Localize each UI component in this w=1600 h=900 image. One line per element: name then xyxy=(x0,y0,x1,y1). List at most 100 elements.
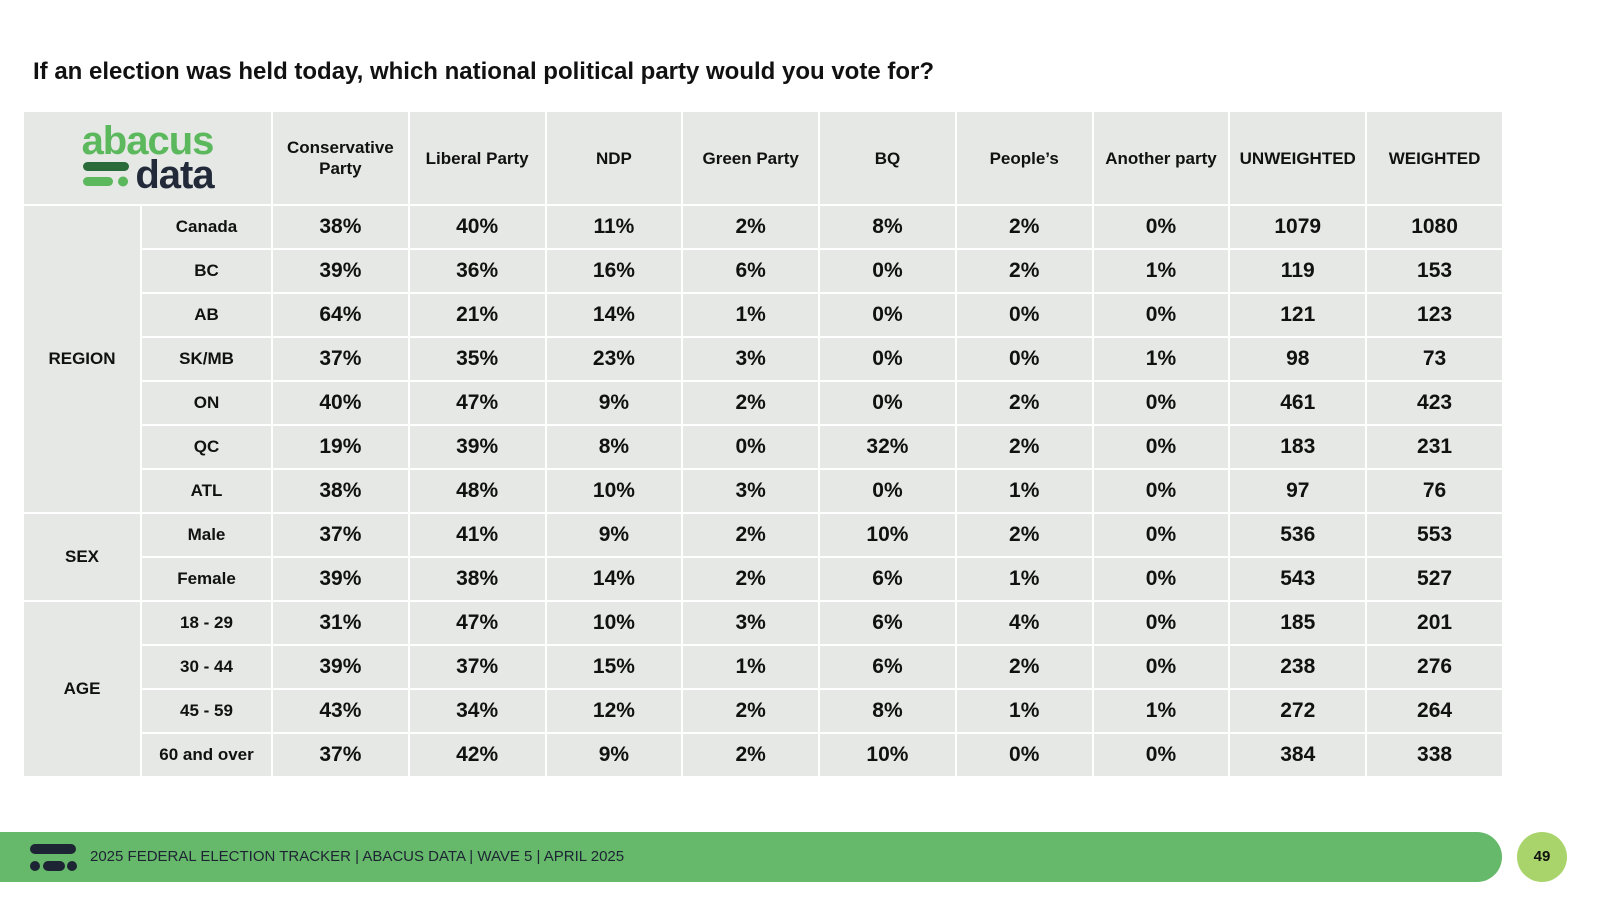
table-body: REGION Canada 38% 40% 11% 2% 8% 2% 0% 1079 1080 BC 3… xyxy=(22,204,1504,778)
table-row: REGION Canada 38% 40% 11% 2% 8% 2% 0% 1079 1080 xyxy=(22,204,1504,514)
footer-logo xyxy=(30,844,77,871)
table-cell: 12% xyxy=(544,688,684,734)
table-cell: 3% xyxy=(681,468,821,514)
table-cell: 0% xyxy=(818,292,957,338)
table-cell: 2% xyxy=(681,556,821,602)
table-row: 60 and over 37% 42% 9% 2% 10% 0% 0% 384 338 xyxy=(23,732,1504,778)
column-header: BQ xyxy=(818,110,957,206)
row-label: SK/MB xyxy=(140,336,273,382)
table-cell: 0% xyxy=(1091,644,1231,690)
table-cell: 47% xyxy=(407,600,547,646)
table-cell: 98 xyxy=(1228,336,1368,382)
table-cell: 0% xyxy=(1091,556,1231,602)
table-cell: 0% xyxy=(954,732,1094,778)
table-cell: 2% xyxy=(681,380,821,426)
table-cell: 1% xyxy=(954,556,1094,602)
table-cell: 47% xyxy=(407,380,547,426)
table-cell: 32% xyxy=(818,424,957,470)
row-label: Canada xyxy=(140,204,273,250)
table-cell: 201 xyxy=(1365,600,1504,646)
table-cell: 153 xyxy=(1365,248,1504,294)
table-cell: 1% xyxy=(681,644,821,690)
table-cell: 553 xyxy=(1365,512,1504,558)
table-cell: 73 xyxy=(1365,336,1504,382)
row-label: ATL xyxy=(140,468,273,514)
table-cell: 1% xyxy=(1091,336,1231,382)
table-cell: 21% xyxy=(407,292,547,338)
table-cell: 536 xyxy=(1228,512,1368,558)
logo-bottom: data xyxy=(135,153,214,197)
column-header: Green Party xyxy=(681,110,821,206)
table-row: 30 - 44 39% 37% 15% 1% 6% 2% 0% 238 276 xyxy=(23,644,1504,690)
logo-cell: abacus data xyxy=(22,110,273,206)
table-cell: 0% xyxy=(818,468,957,514)
table-cell: 2% xyxy=(954,644,1094,690)
table-cell: 38% xyxy=(271,204,410,250)
page-number: 49 xyxy=(1517,832,1567,882)
table-row: Female 39% 38% 14% 2% 6% 1% 0% 543 527 xyxy=(23,556,1504,602)
footer-bar: 2025 FEDERAL ELECTION TRACKER | ABACUS D… xyxy=(0,832,1502,882)
table-cell: 48% xyxy=(407,468,547,514)
table-cell: 461 xyxy=(1228,380,1368,426)
table-cell: 35% xyxy=(407,336,547,382)
table-cell: 2% xyxy=(681,732,821,778)
table-row: QC 19% 39% 8% 0% 32% 2% 0% 183 231 xyxy=(23,424,1504,470)
table-row: AB 64% 21% 14% 1% 0% 0% 0% 121 123 xyxy=(23,292,1504,338)
table-cell: 272 xyxy=(1228,688,1368,734)
table-cell: 2% xyxy=(681,512,821,558)
table-cell: 0% xyxy=(818,336,957,382)
table-cell: 0% xyxy=(1091,292,1231,338)
table-cell: 8% xyxy=(818,688,957,734)
table-cell: 37% xyxy=(407,644,547,690)
table-cell: 14% xyxy=(544,556,684,602)
column-header: WEIGHTED xyxy=(1365,110,1504,206)
table-cell: 37% xyxy=(271,336,410,382)
column-header: Another party xyxy=(1091,110,1231,206)
row-label: 45 - 59 xyxy=(140,688,273,734)
table-cell: 276 xyxy=(1365,644,1504,690)
table-cell: 34% xyxy=(407,688,547,734)
row-label: AB xyxy=(140,292,273,338)
table-cell: 183 xyxy=(1228,424,1368,470)
row-label: 18 - 29 xyxy=(140,600,273,646)
table-cell: 10% xyxy=(544,468,684,514)
table-cell: 3% xyxy=(681,336,821,382)
column-header: Conservative Party xyxy=(271,110,410,206)
table-cell: 8% xyxy=(818,204,957,250)
table-cell: 37% xyxy=(271,732,410,778)
table-cell: 3% xyxy=(681,600,821,646)
table-cell: 384 xyxy=(1228,732,1368,778)
table-cell: 0% xyxy=(954,336,1094,382)
table-cell: 119 xyxy=(1228,248,1368,294)
footer-text: 2025 FEDERAL ELECTION TRACKER | ABACUS D… xyxy=(90,848,625,865)
table-cell: 2% xyxy=(681,688,821,734)
table-cell: 36% xyxy=(407,248,547,294)
table-cell: 76 xyxy=(1365,468,1504,514)
table-cell: 6% xyxy=(818,556,957,602)
row-label: Male xyxy=(140,512,273,558)
table-cell: 6% xyxy=(818,600,957,646)
table-cell: 338 xyxy=(1365,732,1504,778)
column-header: Liberal Party xyxy=(407,110,547,206)
table-cell: 40% xyxy=(407,204,547,250)
table-cell: 23% xyxy=(544,336,684,382)
table-row: BC 39% 36% 16% 6% 0% 2% 1% 119 153 xyxy=(23,248,1504,294)
table-cell: 64% xyxy=(271,292,410,338)
table-cell: 43% xyxy=(271,688,410,734)
table-cell: 231 xyxy=(1365,424,1504,470)
table-cell: 19% xyxy=(271,424,410,470)
logo-mark xyxy=(83,162,130,187)
table-cell: 1% xyxy=(681,292,821,338)
table-cell: 39% xyxy=(407,424,547,470)
row-label: 60 and over xyxy=(140,732,273,778)
table-cell: 0% xyxy=(818,380,957,426)
table-cell: 40% xyxy=(271,380,410,426)
table-cell: 0% xyxy=(1091,600,1231,646)
table-cell: 2% xyxy=(954,248,1094,294)
group-label: REGION xyxy=(22,204,142,514)
results-table: abacus data Conservative Party Liberal Pa… xyxy=(22,110,1504,778)
table-cell: 38% xyxy=(271,468,410,514)
table-cell: 11% xyxy=(544,204,684,250)
title: If an election was held today, which nat… xyxy=(33,58,934,85)
